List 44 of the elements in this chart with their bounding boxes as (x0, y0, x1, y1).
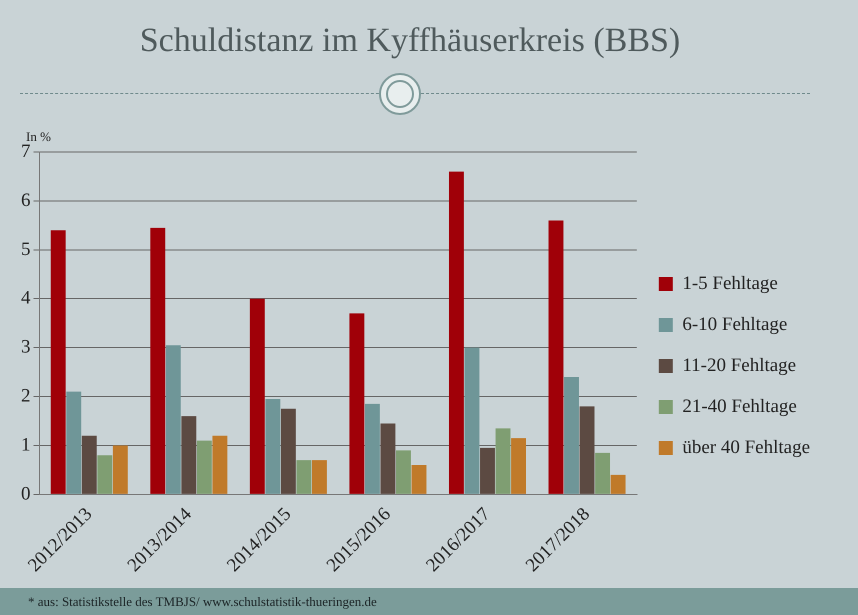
legend-label: 1-5 Fehltage (682, 272, 778, 294)
bar (112, 445, 128, 494)
bar (250, 298, 265, 494)
bar (181, 416, 196, 494)
legend-label: 6-10 Fehltage (682, 314, 788, 335)
bar (82, 436, 97, 494)
legend-label: 11-20 Fehltage (682, 354, 796, 376)
bar (480, 448, 495, 494)
bar (265, 399, 280, 494)
text: * aus: Statistikstelle des TMBJS/ www.schulstatistik-thueringen.de (28, 594, 377, 610)
bar (166, 345, 181, 494)
y-tick-label: 4 (21, 288, 31, 309)
legend-label: 21-40 Fehltage (682, 396, 797, 417)
bar (296, 460, 312, 494)
bar (580, 406, 594, 494)
bar (595, 452, 610, 494)
chart-title: Schuldistanz im Kyffhäuserkreis (BBS) (138, 22, 682, 60)
y-tick-label: 0 (21, 483, 30, 504)
bar (364, 404, 380, 494)
legend-label: über 40 Fehltage (682, 436, 810, 458)
bar (448, 172, 464, 494)
bar (196, 440, 212, 494)
bar (380, 423, 396, 494)
bar (564, 377, 579, 494)
bar (548, 220, 564, 494)
bar (212, 436, 228, 494)
bar (97, 455, 112, 494)
y-tick-label: 3 (21, 336, 30, 358)
y-tick-label: 1 (21, 434, 30, 456)
y-tick-label: 5 (21, 238, 30, 260)
bar (412, 465, 426, 494)
bar (464, 348, 480, 494)
bar (349, 313, 364, 494)
bar (66, 392, 82, 494)
bar (50, 230, 66, 494)
bar (280, 408, 296, 494)
bar (150, 228, 166, 494)
bar (396, 450, 411, 494)
bar (496, 428, 510, 494)
bar (312, 460, 327, 494)
y-tick-label: 2 (21, 386, 30, 407)
bar (610, 474, 626, 494)
y-tick-label: 6 (21, 190, 30, 211)
bar (511, 438, 526, 494)
